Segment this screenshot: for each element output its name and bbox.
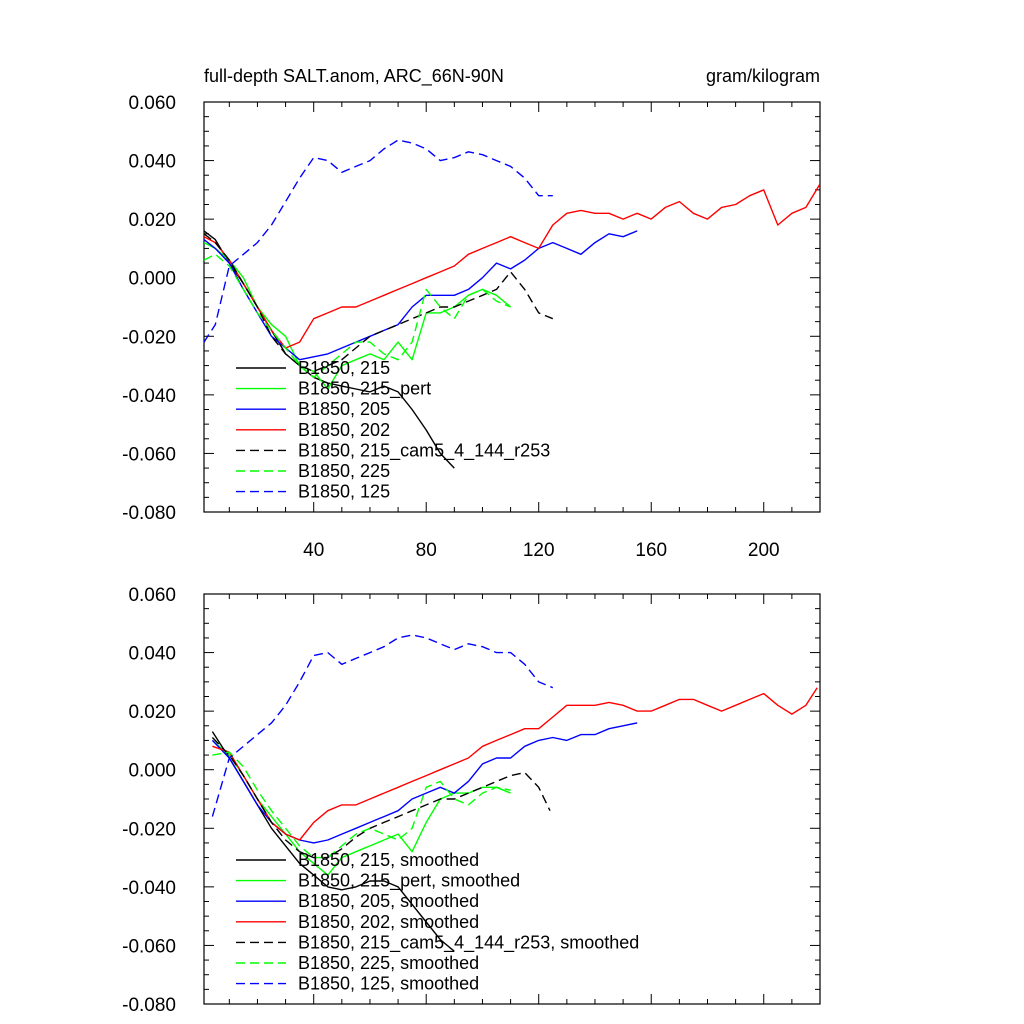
x-tick-label: 40	[303, 540, 324, 561]
y-tick-label: -0.020	[122, 327, 176, 348]
legend-label: B1850, 215_cam5_4_144_r253	[298, 440, 550, 461]
series-line	[211, 737, 551, 859]
legend-label: B1850, 215, smoothed	[298, 850, 479, 870]
legend-label: B1850, 202	[298, 420, 390, 440]
chart-units: gram/kilogram	[706, 66, 820, 86]
y-tick-label: -0.060	[122, 936, 176, 957]
legend-label: B1850, 125, smoothed	[298, 974, 479, 994]
y-tick-label: -0.040	[122, 386, 176, 407]
x-tick-label: 160	[635, 540, 667, 561]
bottom-panel: 0.060 0.040 0.020 0.000 -0.020 -0.040 -0.060 -0…	[122, 585, 821, 1016]
series-line	[204, 241, 512, 390]
x-tick-label: 200	[748, 540, 780, 561]
legend-label: B1850, 215_pert	[298, 379, 431, 400]
y-tick-label: 0.060	[128, 585, 176, 606]
legend-label: B1850, 215_pert, smoothed	[298, 871, 520, 892]
y-tick-label: 0.040	[128, 644, 176, 665]
series-line	[204, 183, 820, 349]
legend-label: B1850, 225, smoothed	[298, 953, 479, 973]
y-tick-label: -0.060	[122, 444, 176, 465]
legend-label: B1850, 205, smoothed	[298, 891, 479, 911]
series-group	[211, 634, 818, 952]
series-line	[212, 687, 818, 841]
legend-label: B1850, 125	[298, 482, 390, 502]
top-panel: 0.060 0.040 0.020 0.000 -0.020 -0.040 -0.060 -0…	[122, 93, 821, 561]
legend-label: B1850, 205	[298, 399, 390, 419]
y-tick-label: 0.020	[128, 210, 176, 231]
y-tick-label: 0.000	[128, 761, 176, 782]
series-line	[211, 634, 554, 817]
chart-title: full-depth SALT.anom, ARC_66N-90N	[204, 66, 504, 87]
y-tick-label: 0.000	[128, 269, 176, 290]
x-tick-label: 80	[416, 540, 437, 561]
y-tick-label: 0.040	[128, 152, 176, 173]
x-tick-label: 120	[523, 540, 555, 561]
legend-label: B1850, 225	[298, 461, 390, 481]
y-tick-label: -0.080	[122, 503, 176, 524]
series-line	[212, 751, 511, 859]
series-line	[211, 739, 511, 876]
series-line	[204, 253, 511, 378]
legend-label: B1850, 202, smoothed	[298, 912, 479, 932]
y-tick-label: -0.020	[122, 819, 176, 840]
y-tick-label: -0.040	[122, 878, 176, 899]
series-group	[204, 139, 820, 469]
series-line	[204, 139, 553, 343]
y-tick-label: 0.020	[128, 702, 176, 723]
y-tick-label: -0.080	[122, 995, 176, 1016]
legend-label: B1850, 215_cam5_4_144_r253, smoothed	[298, 932, 639, 953]
y-tick-label: 0.060	[128, 93, 176, 114]
series-line	[204, 230, 638, 361]
legend-label: B1850, 215	[298, 358, 390, 378]
series-line	[204, 233, 554, 373]
